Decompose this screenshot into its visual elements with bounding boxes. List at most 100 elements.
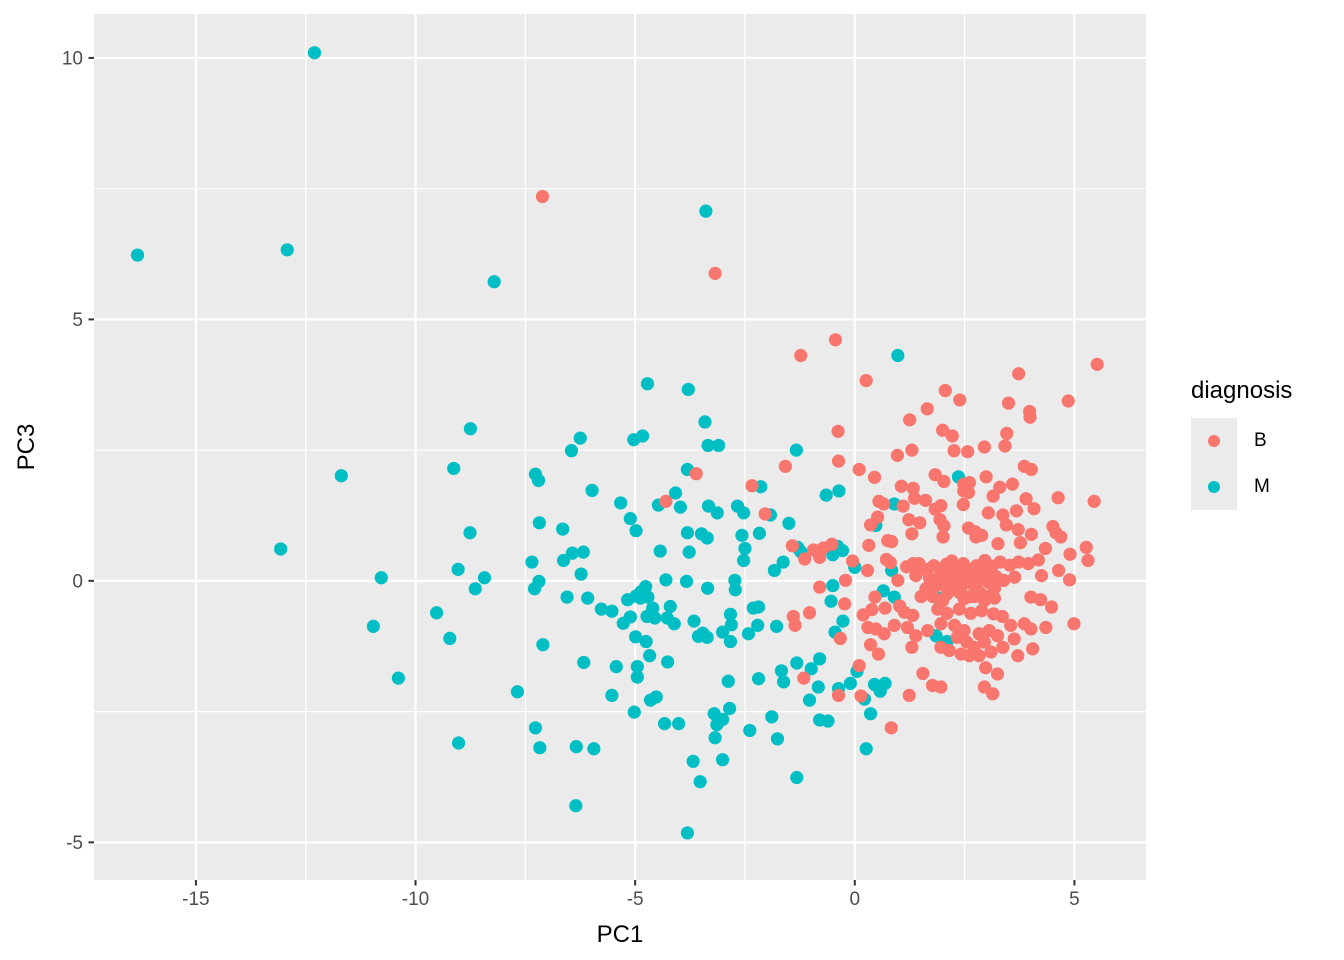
data-point-M [777, 675, 791, 689]
data-point-B [907, 491, 922, 505]
data-point-M [614, 496, 628, 510]
legend-title: diagnosis [1191, 377, 1293, 404]
data-point-B [1090, 357, 1104, 371]
data-point-M [700, 531, 714, 545]
data-point-M [560, 590, 574, 604]
data-point-M [802, 693, 817, 707]
data-point-M [531, 473, 546, 488]
data-point-M [628, 630, 643, 644]
data-point-M [585, 483, 599, 498]
data-point-B [956, 497, 970, 512]
data-point-M [366, 619, 380, 633]
data-point-M [573, 431, 587, 445]
data-point-M [587, 742, 601, 756]
data-point-M [577, 655, 591, 670]
data-point-B [934, 617, 948, 631]
data-point-B [942, 643, 956, 658]
data-point-M [765, 710, 779, 724]
data-point-B [868, 590, 882, 604]
data-point-M [863, 707, 878, 721]
legend-point-icon [1208, 481, 1220, 493]
data-point-B [797, 671, 811, 685]
data-point-M [605, 688, 619, 702]
data-point-M [873, 684, 887, 698]
data-point-M [693, 775, 707, 789]
data-point-M [774, 664, 789, 678]
data-point-M [728, 573, 742, 587]
data-point-B [905, 443, 919, 457]
data-point-M [556, 522, 570, 536]
data-point-B [1024, 622, 1038, 636]
data-point-B [913, 516, 927, 530]
data-point-B [877, 627, 891, 641]
data-point-M [510, 685, 525, 699]
data-point-M [569, 740, 583, 754]
data-point-B [964, 606, 978, 620]
data-point-B [975, 604, 989, 618]
data-point-B [1024, 527, 1038, 541]
data-point-B [863, 638, 878, 652]
data-point-B [900, 620, 915, 635]
data-point-B [972, 649, 986, 663]
data-point-M [468, 582, 482, 596]
data-point-B [852, 462, 866, 477]
data-point-B [920, 402, 934, 416]
data-point-B [1005, 477, 1020, 491]
data-point-B [996, 640, 1010, 654]
data-point-M [751, 672, 766, 686]
data-point-B [689, 467, 703, 481]
data-point-B [979, 564, 994, 579]
data-point-M [722, 701, 737, 716]
data-point-M [832, 484, 846, 498]
data-point-B [903, 413, 917, 427]
data-point-M [681, 382, 695, 397]
data-point-M [569, 799, 583, 813]
data-point-B [1061, 394, 1075, 408]
data-point-B [838, 597, 852, 611]
data-point-M [859, 742, 873, 756]
data-point-B [963, 589, 977, 604]
data-point-B [991, 537, 1005, 551]
data-point-B [926, 589, 940, 604]
data-point-B [1038, 541, 1053, 556]
data-point-B [984, 588, 998, 603]
data-point-B [1067, 617, 1081, 631]
data-point-M [813, 652, 827, 666]
data-point-B [934, 498, 948, 513]
data-point-B [947, 618, 962, 632]
data-point-B [938, 383, 952, 398]
data-point-B [906, 608, 920, 622]
data-point-B [852, 658, 866, 673]
data-point-B [902, 513, 916, 527]
data-point-B [1079, 540, 1093, 555]
data-point-M [767, 563, 781, 578]
data-point-M [639, 634, 653, 649]
data-point-M [741, 627, 756, 641]
data-point-M [641, 590, 655, 604]
data-point-B [977, 635, 991, 649]
data-point-B [758, 507, 772, 521]
data-point-M [735, 528, 749, 542]
data-point-M [274, 542, 288, 556]
data-point-M [487, 275, 501, 289]
data-point-B [863, 518, 878, 532]
data-point-B [990, 667, 1005, 681]
data-point-M [723, 607, 738, 621]
data-point-M [630, 660, 644, 674]
data-point-B [1063, 547, 1077, 561]
data-point-M [673, 500, 687, 514]
data-point-M [826, 578, 840, 593]
data-point-M [623, 512, 637, 526]
data-point-M [643, 649, 657, 663]
data-point-B [881, 534, 895, 548]
data-point-B [833, 631, 847, 645]
data-point-B [1087, 494, 1101, 508]
data-point-M [643, 693, 658, 707]
data-point-B [896, 499, 910, 513]
y-tick-label: 5 [72, 310, 83, 331]
data-point-M [525, 555, 539, 569]
data-point-M [728, 583, 742, 597]
data-point-M [891, 348, 905, 363]
data-point-B [947, 444, 961, 458]
